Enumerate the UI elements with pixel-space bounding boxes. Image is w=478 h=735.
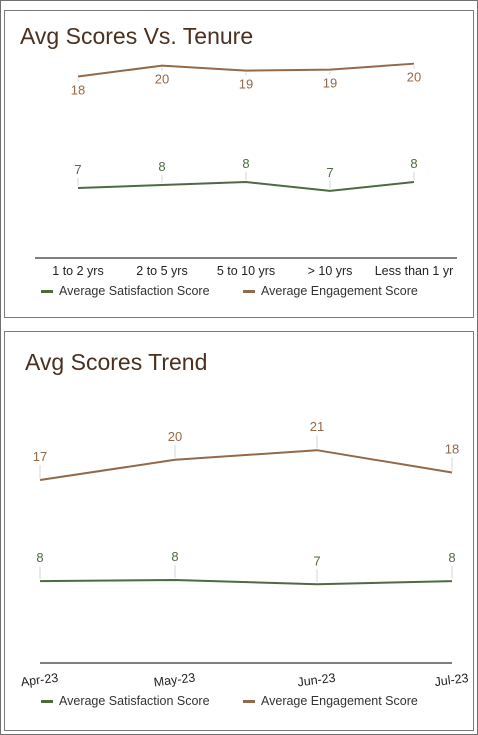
data-label: 20 xyxy=(155,72,169,87)
data-label: 8 xyxy=(171,549,178,564)
legend-label-satisfaction: Average Satisfaction Score xyxy=(59,694,210,708)
x-tick-label: Less than 1 yr xyxy=(375,264,454,278)
x-tick-label: 1 to 2 yrs xyxy=(52,264,103,278)
trend-chart: 8 8 7 8 17 20 21 18 Apr-23 May-23 Jun-23 Jul-23 Aver… xyxy=(20,419,470,708)
legend-label-engagement: Average Engagement Score xyxy=(261,284,418,298)
series-line-engagement xyxy=(39,449,453,481)
tenure-chart: 7 8 8 7 8 18 20 19 19 20 1 to 2 yrs 2 to 5 yrs 5 to … xyxy=(35,62,457,298)
data-label: 7 xyxy=(313,553,320,568)
legend-label-engagement: Average Engagement Score xyxy=(261,694,418,708)
x-tick-label: > 10 yrs xyxy=(308,264,353,278)
legend-swatch-engagement xyxy=(243,290,255,293)
legend-label-satisfaction: Average Satisfaction Score xyxy=(59,284,210,298)
chart-title: Avg Scores Vs. Tenure xyxy=(20,23,254,49)
data-label: 21 xyxy=(310,419,324,434)
data-label: 8 xyxy=(36,550,43,565)
data-label: 7 xyxy=(74,162,81,177)
trend-chart-panel: Avg Scores Trend 8 8 7 8 17 20 21 18 Apr-23 May-2… xyxy=(4,331,474,731)
data-label: 8 xyxy=(158,159,165,174)
x-tick-label: 2 to 5 yrs xyxy=(136,264,187,278)
data-label: 20 xyxy=(407,70,421,85)
legend-swatch-satisfaction xyxy=(41,290,53,293)
data-label: 19 xyxy=(323,76,337,91)
x-tick-label: Jun-23 xyxy=(297,671,337,690)
chart-title: Avg Scores Trend xyxy=(25,349,208,375)
data-label: 19 xyxy=(239,77,253,92)
legend-swatch-satisfaction xyxy=(41,700,53,703)
legend-swatch-engagement xyxy=(243,700,255,703)
x-tick-label: Jul-23 xyxy=(434,671,470,689)
series-line-satisfaction xyxy=(39,579,453,586)
x-tick-label: May-23 xyxy=(153,671,196,690)
data-label: 7 xyxy=(326,165,333,180)
series-line-engagement xyxy=(77,62,415,78)
data-label: 8 xyxy=(448,550,455,565)
data-label: 18 xyxy=(445,442,459,457)
data-label: 8 xyxy=(242,156,249,171)
tenure-chart-panel: Avg Scores Vs. Tenure 7 8 8 7 8 18 20 19 19 20 1 t… xyxy=(4,10,474,318)
data-label: 18 xyxy=(71,83,85,98)
x-tick-label: Apr-23 xyxy=(20,671,59,689)
series-line-satisfaction xyxy=(77,181,415,192)
x-tick-label: 5 to 10 yrs xyxy=(217,264,275,278)
data-label: 20 xyxy=(168,429,182,444)
data-label: 17 xyxy=(33,449,47,464)
data-label: 8 xyxy=(410,156,417,171)
